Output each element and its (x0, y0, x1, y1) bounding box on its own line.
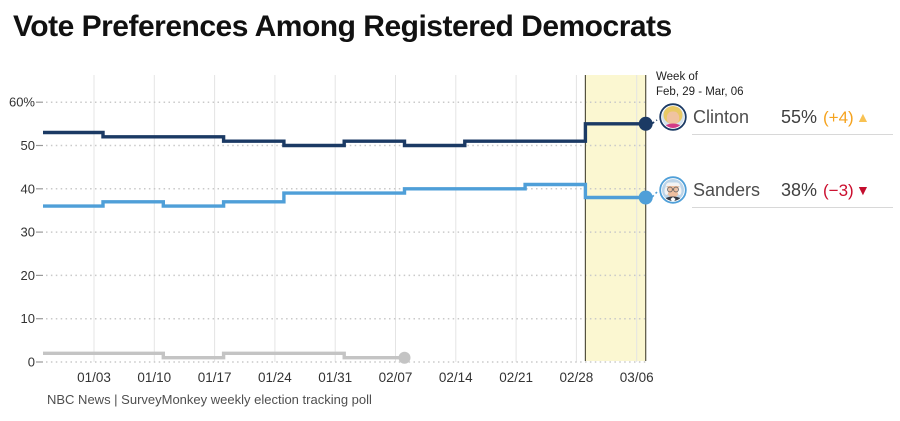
legend-change-sanders: (−3) (823, 181, 854, 200)
y-axis-label: 30 (21, 225, 35, 240)
source-credit: NBC News | SurveyMonkey weekly election … (47, 392, 372, 407)
week-annotation-line1: Week of (656, 71, 698, 83)
clinton-line (43, 122, 646, 148)
clinton-end-dot (638, 116, 653, 131)
y-axis-label: 20 (21, 268, 35, 283)
legend-name-clinton: Clinton (693, 107, 750, 127)
x-axis-label: 03/06 (620, 370, 654, 385)
x-axis-label: 02/28 (560, 370, 594, 385)
clinton-connector (651, 119, 658, 125)
x-axis-label: 02/14 (439, 370, 473, 385)
y-axis-label: 10 (21, 311, 35, 326)
x-axis-label: 01/17 (198, 370, 232, 385)
legend-change-clinton: (+4) (823, 108, 854, 127)
sanders-avatar (659, 176, 687, 204)
page-title: Vote Preferences Among Registered Democr… (13, 10, 672, 43)
trend-down-icon: ▼ (856, 182, 870, 198)
legend-underline (692, 134, 893, 135)
x-axis-label: 01/03 (77, 370, 111, 385)
y-axis-label: 60% (9, 95, 35, 110)
y-axis-label: 40 (21, 181, 35, 196)
x-axis-label: 02/07 (379, 370, 413, 385)
week-annotation-line2: Feb, 29 - Mar, 06 (656, 86, 744, 98)
sanders-line (43, 182, 646, 208)
legend-value-sanders: 38% (780, 180, 817, 200)
legend-name-sanders: Sanders (693, 180, 761, 200)
week-annotation: Week of Feb, 29 - Mar, 06 (656, 70, 744, 100)
legend-item-sanders[interactable]: Sanders 38% (−3) ▼ (659, 176, 893, 208)
y-axis-label: 0 (28, 355, 35, 370)
x-axis-label: 01/24 (258, 370, 292, 385)
sanders-end-dot (638, 190, 653, 205)
trend-up-icon: ▲ (856, 109, 870, 125)
legend-underline (692, 207, 893, 208)
x-axis-label: 01/10 (137, 370, 171, 385)
clinton-avatar (659, 103, 687, 131)
sanders-connector (651, 191, 658, 199)
legend-value-clinton: 55% (780, 107, 817, 127)
x-axis-label: 02/21 (499, 370, 533, 385)
unlabeled-gray-end-dot (398, 351, 411, 364)
legend-item-clinton[interactable]: Clinton 55% (+4) ▲ (659, 103, 893, 135)
unlabeled-gray-line (43, 351, 405, 360)
x-axis-label: 01/31 (318, 370, 352, 385)
y-axis-label: 50 (21, 138, 35, 153)
